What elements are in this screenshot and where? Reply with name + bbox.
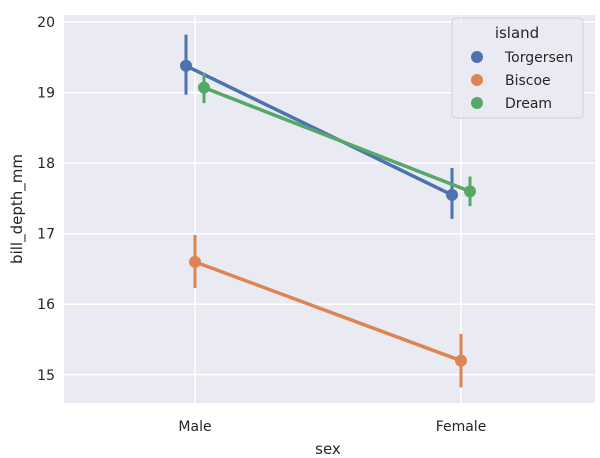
data-point — [189, 255, 201, 268]
legend-frame — [451, 17, 584, 119]
y-tick-label: 15 — [37, 368, 55, 384]
series-line — [194, 260, 462, 363]
series-layer — [180, 34, 476, 388]
x-tick-label: Female — [436, 419, 487, 435]
y-tick-labels: 15 16 17 18 19 20 — [37, 15, 55, 384]
series-torgersen — [180, 34, 458, 219]
y-tick-label: 20 — [37, 15, 55, 31]
legend-marker — [471, 74, 483, 86]
legend-title: island — [495, 24, 539, 42]
y-tick-label: 17 — [37, 227, 55, 243]
legend-label: Torgersen — [504, 50, 573, 66]
legend-label: Dream — [505, 96, 552, 112]
data-point — [464, 185, 476, 198]
x-tick-labels: Male Female — [178, 419, 486, 435]
data-point — [446, 188, 458, 201]
legend-label: Biscoe — [505, 73, 551, 89]
legend: island Torgersen Biscoe Dream — [451, 17, 584, 119]
legend-marker — [471, 51, 483, 63]
data-point — [455, 354, 467, 367]
x-tick-label: Male — [178, 419, 211, 435]
y-tick-label: 18 — [37, 156, 55, 172]
data-point — [180, 59, 192, 72]
legend-items: Torgersen Biscoe Dream — [471, 50, 573, 112]
y-axis-label: bill_depth_mm — [8, 154, 27, 264]
data-point — [198, 81, 210, 94]
series-biscoe — [189, 235, 467, 388]
series-line — [203, 86, 471, 193]
series-line — [185, 64, 453, 197]
x-axis-label: sex — [315, 440, 341, 458]
series-dream — [198, 72, 476, 207]
watermark-text: 知乎 @Wallen — [493, 425, 586, 442]
y-tick-label: 16 — [37, 297, 55, 313]
y-tick-label: 19 — [37, 86, 55, 102]
legend-marker — [471, 97, 483, 109]
